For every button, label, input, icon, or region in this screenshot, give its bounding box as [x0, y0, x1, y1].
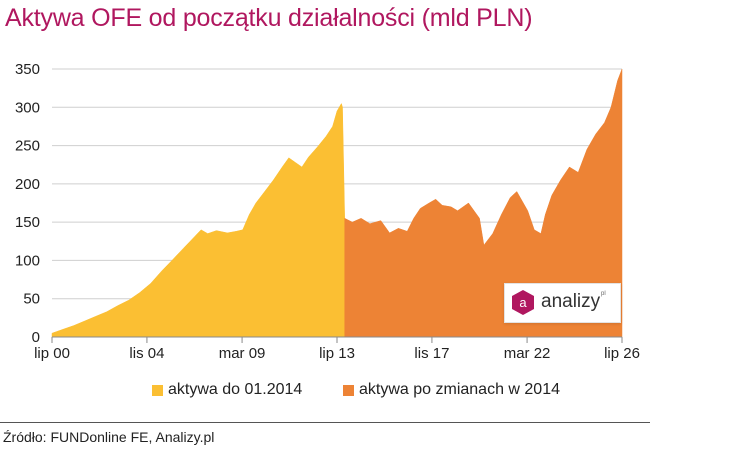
logo-brand-suffix: pl	[601, 291, 606, 297]
y-tick-label: 100	[15, 252, 40, 269]
analizy-logo: a analizy pl	[504, 283, 621, 323]
x-tick-label: lis 04	[129, 345, 164, 362]
y-tick-label: 50	[23, 291, 40, 308]
y-tick-label: 350	[15, 61, 40, 78]
legend-item-after-2014: aktywa po zmianach w 2014	[343, 381, 560, 399]
area-series	[51, 68, 623, 338]
legend-swatch	[152, 384, 163, 396]
chart-title: Aktywa OFE od początku działalności (mld…	[5, 4, 533, 32]
legend-swatch	[343, 384, 354, 396]
x-tick-label: lis 17	[414, 345, 449, 362]
y-tick-label: 250	[15, 138, 40, 155]
logo-brand-text: analizy	[541, 291, 601, 312]
legend-label: aktywa do 01.2014	[168, 381, 303, 398]
legend: aktywa do 01.2014 aktywa po zmianach w 2…	[0, 381, 749, 405]
y-tick-label: 0	[32, 329, 40, 346]
area-series-0	[51, 102, 345, 338]
area-series-1	[344, 68, 623, 338]
legend-item-before-2014: aktywa do 01.2014	[152, 381, 302, 399]
analizy-logo-mark-icon: a	[512, 290, 534, 315]
x-tick-label: lip 00	[34, 345, 70, 362]
x-tick-label: mar 09	[219, 345, 266, 362]
y-tick-label: 200	[15, 176, 40, 193]
x-tick-label: mar 22	[504, 345, 551, 362]
logo-mark-letter: a	[519, 295, 527, 310]
source-note: Źródło: FUNDonline FE, Analizy.pl	[3, 429, 215, 445]
x-tick-label: lip 26	[604, 345, 640, 362]
legend-label: aktywa po zmianach w 2014	[359, 381, 560, 398]
footer-divider	[0, 422, 650, 423]
y-tick-label: 150	[15, 214, 40, 231]
x-axis: lip 00 lis 04 mar 09 lip 13 lis 17 mar 22 lip …	[34, 336, 640, 362]
x-tick-label: lip 13	[319, 345, 355, 362]
y-tick-label: 300	[15, 99, 40, 116]
y-axis: 0 50 100 150 200 250 300 350	[15, 61, 40, 346]
